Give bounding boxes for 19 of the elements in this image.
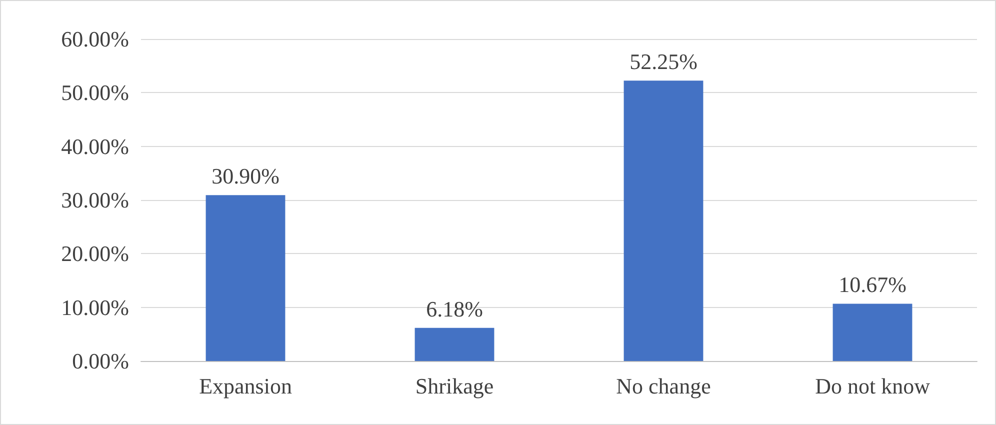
x-tick-label: Do not know — [815, 374, 930, 398]
data-label: 52.25% — [630, 49, 698, 74]
y-tick-label: 40.00% — [61, 134, 129, 159]
x-tick-label: Expansion — [199, 374, 292, 398]
data-label: 10.67% — [838, 272, 906, 298]
bar — [624, 80, 704, 361]
y-tick-label: 10.00% — [61, 294, 129, 320]
bar — [832, 304, 912, 361]
data-label: 6.18% — [426, 296, 483, 322]
bar — [206, 195, 286, 361]
y-tick-label: 30.00% — [61, 188, 129, 212]
x-tick-label: Shrikage — [415, 374, 494, 398]
y-tick-label: 50.00% — [61, 80, 129, 106]
x-tick-label: No change — [616, 374, 711, 398]
bar — [414, 328, 494, 361]
y-tick-label: 20.00% — [61, 241, 129, 266]
data-label: 30.90% — [212, 164, 280, 189]
y-tick-label: 60.00% — [61, 26, 129, 52]
y-tick-label: 0.00% — [72, 348, 129, 374]
